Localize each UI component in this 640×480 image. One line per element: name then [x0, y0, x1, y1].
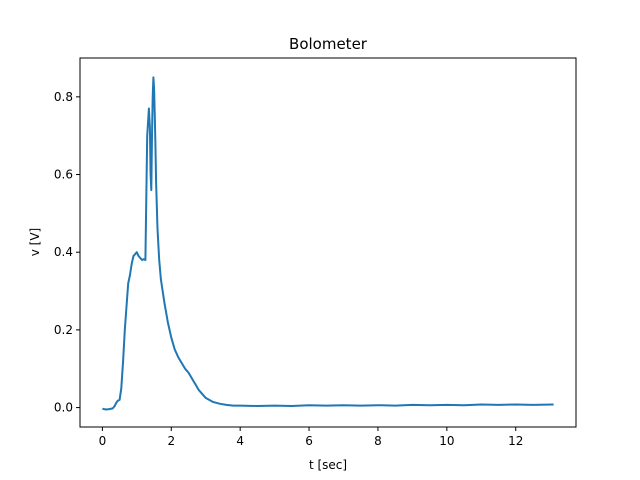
series-line [102, 76, 554, 411]
y-tick-label: 0.8 [54, 90, 73, 104]
y-axis-label: v [V] [28, 228, 42, 257]
x-tick-label: 8 [374, 434, 382, 448]
x-tick-label: 12 [508, 434, 523, 448]
x-axis-label: t [sec] [309, 458, 347, 472]
x-tick-label: 6 [305, 434, 313, 448]
x-tick-label: 4 [236, 434, 244, 448]
y-tick-label: 0.6 [54, 168, 73, 182]
y-tick-label: 0.4 [54, 245, 73, 259]
x-tick-label: 0 [99, 434, 107, 448]
x-tick-label: 10 [439, 434, 454, 448]
y-axis: 0.0 0.2 0.4 0.6 0.8 [54, 90, 80, 415]
plot-area [79, 57, 577, 428]
x-tick-label: 2 [167, 434, 175, 448]
x-axis: 0 2 4 6 8 10 12 [99, 427, 523, 448]
plot-frame [79, 57, 577, 428]
y-tick-label: 0.0 [54, 401, 73, 415]
y-tick-label: 0.2 [54, 323, 73, 337]
chart-title: Bolometer [289, 35, 368, 53]
